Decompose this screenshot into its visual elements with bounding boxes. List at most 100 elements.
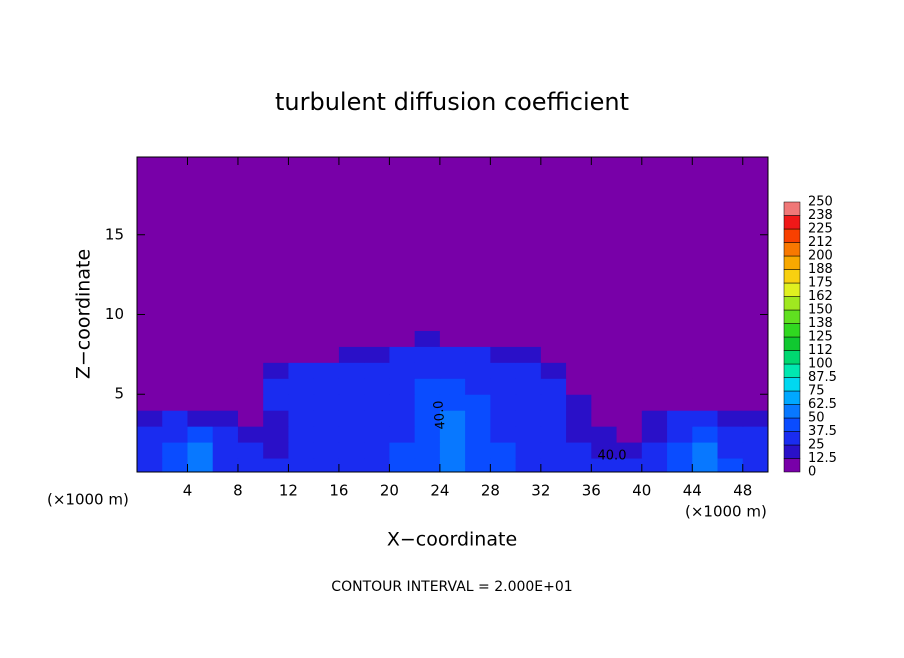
footer-note: CONTOUR INTERVAL = 2.000E+01: [331, 579, 572, 595]
field-cell: [364, 378, 390, 395]
field-cell: [288, 410, 315, 427]
field-cell: [414, 442, 441, 459]
field-cell: [591, 330, 618, 347]
field-cell: [591, 410, 618, 427]
colorbar-label: 50: [808, 411, 825, 426]
field-cell: [313, 410, 340, 427]
field-cell: [515, 410, 542, 427]
colorbar-label: 238: [808, 208, 833, 223]
field-cell: [313, 394, 340, 411]
field-cell: [667, 458, 693, 473]
field-cell: [338, 378, 365, 395]
field-cell: [641, 346, 668, 363]
field-cell: [237, 442, 264, 459]
field-cell: [237, 346, 264, 363]
field-cell: [212, 394, 239, 411]
colorbar-label: 175: [808, 276, 833, 291]
field-cell: [490, 362, 517, 379]
colorbar-label: 112: [808, 343, 833, 358]
field-cell: [692, 346, 719, 363]
x-tick-label: 28: [481, 482, 500, 500]
field-cell: [439, 378, 466, 395]
field-cell: [288, 330, 315, 347]
field-cell: [616, 378, 643, 395]
field-cell: [439, 394, 466, 411]
field-cell: [465, 157, 491, 315]
field-cell: [540, 442, 567, 459]
field-cell: [389, 362, 416, 379]
field-cell: [137, 314, 163, 331]
field-cell: [288, 426, 315, 443]
colorbar-label: 100: [808, 357, 833, 372]
field-cell: [667, 394, 693, 411]
field-cell: [212, 157, 239, 315]
field-cell: [389, 394, 416, 411]
field-cell: [414, 458, 441, 473]
field-cell: [162, 346, 188, 363]
y-tick-label: 15: [105, 225, 124, 243]
field-cell: [137, 458, 163, 473]
field-cell: [137, 442, 163, 459]
field-cell: [742, 346, 769, 363]
field-cell: [288, 442, 315, 459]
field-cell: [162, 330, 188, 347]
field-cell: [641, 426, 668, 443]
field-cell: [237, 157, 264, 315]
field-cell: [338, 346, 365, 363]
field-cell: [439, 314, 466, 331]
field-cell: [490, 330, 517, 347]
field-cell: [490, 314, 517, 331]
colorbar-label: 25: [808, 438, 825, 453]
field-cell: [263, 458, 289, 473]
colorbar-band: [783, 350, 801, 365]
colorbar-label: 250: [808, 195, 833, 210]
field-cell: [288, 378, 315, 395]
field-cell: [616, 330, 643, 347]
x-tick-label: 40: [632, 482, 651, 500]
field-cell: [566, 314, 592, 331]
field-cell: [414, 330, 441, 347]
field-cell: [212, 314, 239, 331]
field-cell: [313, 330, 340, 347]
field-cell: [313, 378, 340, 395]
field-cell: [389, 330, 416, 347]
field-cell: [566, 442, 592, 459]
field-cell: [717, 410, 744, 427]
field-cell: [566, 426, 592, 443]
field-cell: [465, 426, 491, 443]
field-cell: [540, 157, 567, 315]
field-cell: [641, 394, 668, 411]
field-cell: [692, 394, 719, 411]
field-cell: [263, 346, 289, 363]
field-cell: [490, 426, 517, 443]
field-cell: [212, 330, 239, 347]
field-cell: [389, 458, 416, 473]
field-cell: [364, 346, 390, 363]
field-cell: [667, 410, 693, 427]
colorbar-label: 37.5: [808, 424, 837, 439]
colorbar-band: [783, 323, 801, 338]
colorbar-band: [783, 282, 801, 297]
field-cell: [591, 442, 618, 459]
field-cell: [591, 426, 618, 443]
field-cell: [692, 314, 719, 331]
field-cell: [187, 314, 214, 331]
field-cell: [667, 346, 693, 363]
field-cell: [742, 426, 769, 443]
field-cell: [591, 458, 618, 473]
colorbar-band: [783, 363, 801, 378]
field-cell: [717, 426, 744, 443]
x-axis-label: X−coordinate: [387, 529, 517, 551]
field-cell: [566, 378, 592, 395]
field-cell: [540, 378, 567, 395]
colorbar-label: 62.5: [808, 397, 837, 412]
field-cell: [364, 442, 390, 459]
field-cell: [162, 314, 188, 331]
x-unit: (×1000 m): [47, 491, 129, 509]
field-cell: [137, 157, 163, 315]
field-cell: [742, 442, 769, 459]
colorbar-label: 138: [808, 316, 833, 331]
field-cell: [566, 330, 592, 347]
colorbar-label: 125: [808, 330, 833, 345]
